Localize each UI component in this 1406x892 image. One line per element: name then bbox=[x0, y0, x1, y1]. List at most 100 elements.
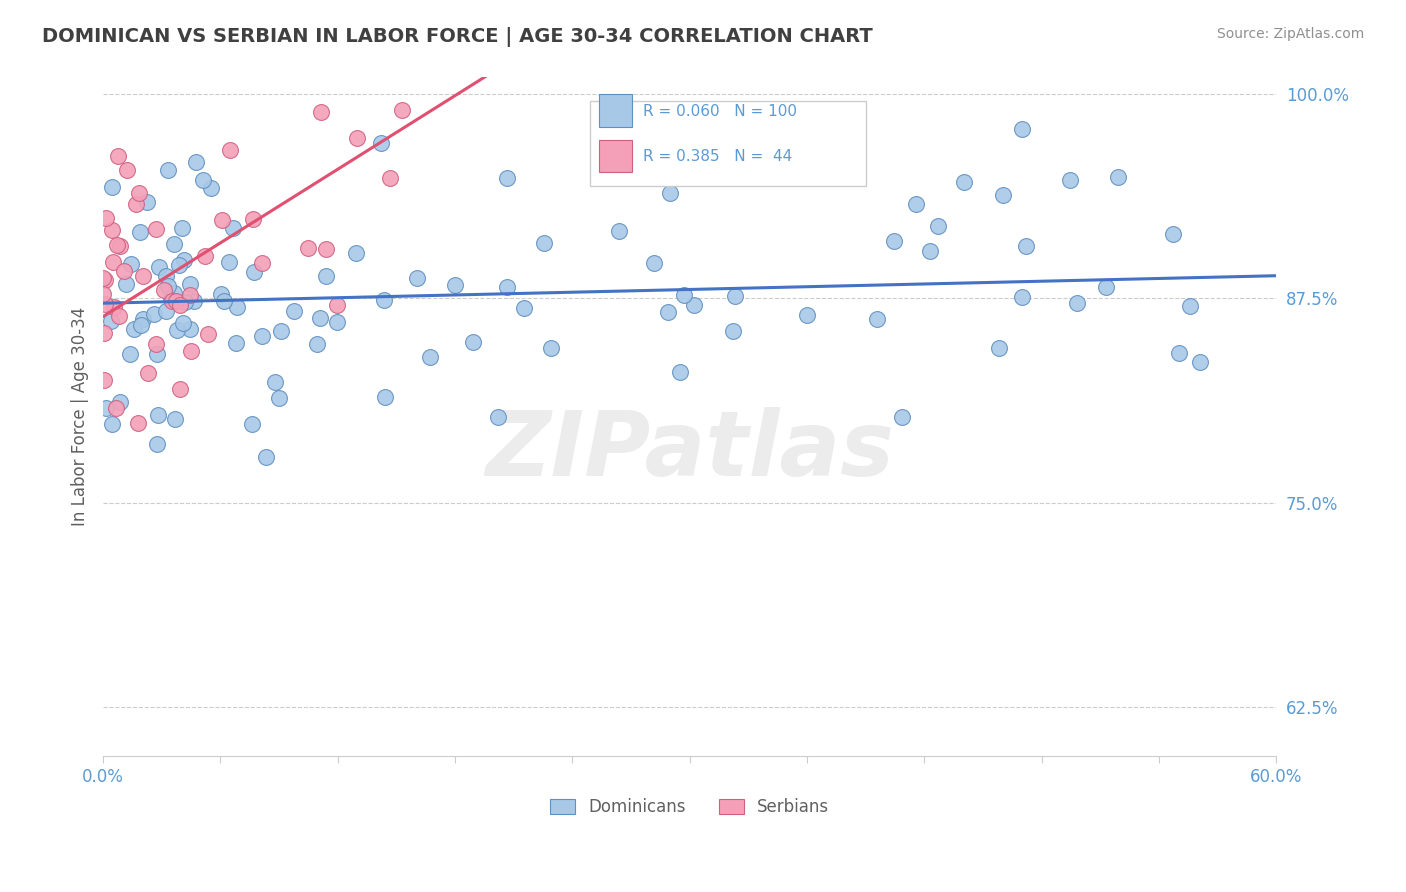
Point bbox=[209, 286, 232, 301]
Text: ZIPatlas: ZIPatlas bbox=[485, 407, 894, 495]
Point bbox=[243, 265, 266, 279]
Point bbox=[463, 334, 485, 349]
Point bbox=[669, 365, 692, 379]
Point bbox=[305, 337, 328, 351]
Point bbox=[226, 300, 249, 314]
Point bbox=[988, 341, 1011, 355]
Point bbox=[373, 293, 395, 308]
Point bbox=[132, 312, 155, 326]
Point bbox=[118, 346, 141, 360]
Point bbox=[115, 162, 138, 177]
Point bbox=[406, 270, 429, 285]
Point bbox=[101, 223, 124, 237]
Point bbox=[145, 221, 167, 235]
Point bbox=[659, 186, 682, 200]
Point bbox=[643, 256, 665, 270]
Point bbox=[169, 382, 191, 396]
Point bbox=[108, 395, 131, 409]
Point bbox=[866, 312, 889, 326]
Point bbox=[122, 322, 145, 336]
Point bbox=[297, 241, 319, 255]
Point bbox=[252, 256, 274, 270]
Point bbox=[172, 220, 194, 235]
Point bbox=[108, 239, 131, 253]
Point bbox=[180, 344, 202, 359]
Point bbox=[157, 278, 180, 293]
Text: DOMINICAN VS SERBIAN IN LABOR FORCE | AGE 30-34 CORRELATION CHART: DOMINICAN VS SERBIAN IN LABOR FORCE | AG… bbox=[42, 27, 873, 46]
Point bbox=[159, 293, 181, 307]
Point bbox=[127, 416, 149, 430]
Point bbox=[443, 278, 465, 293]
Point bbox=[191, 173, 214, 187]
Point bbox=[172, 316, 194, 330]
Point bbox=[125, 197, 148, 211]
Point bbox=[391, 103, 413, 117]
Point bbox=[672, 288, 695, 302]
Point bbox=[100, 314, 122, 328]
Point bbox=[250, 329, 273, 343]
Point bbox=[315, 268, 337, 283]
Point bbox=[222, 221, 245, 235]
Point bbox=[91, 286, 114, 301]
Point bbox=[105, 237, 128, 252]
Point bbox=[1107, 169, 1129, 184]
Point bbox=[183, 294, 205, 309]
Point bbox=[160, 293, 183, 308]
Bar bbox=[599, 140, 633, 172]
Point bbox=[346, 130, 368, 145]
Point bbox=[533, 236, 555, 251]
Point bbox=[920, 244, 942, 259]
Point bbox=[200, 180, 222, 194]
Point bbox=[380, 171, 402, 186]
Point bbox=[94, 273, 117, 287]
Point bbox=[211, 213, 233, 227]
Point bbox=[308, 311, 330, 326]
Bar bbox=[599, 95, 633, 127]
Point bbox=[683, 298, 706, 312]
Legend: Dominicans, Serbians: Dominicans, Serbians bbox=[543, 791, 837, 822]
Point bbox=[540, 341, 562, 355]
Point bbox=[163, 286, 186, 301]
Point bbox=[218, 254, 240, 268]
Point bbox=[513, 301, 536, 315]
Point bbox=[891, 410, 914, 425]
Point bbox=[179, 288, 201, 302]
Point bbox=[374, 390, 396, 404]
Point bbox=[254, 450, 277, 464]
Point bbox=[173, 253, 195, 268]
Point bbox=[169, 298, 191, 312]
Point bbox=[657, 305, 679, 319]
Point bbox=[1168, 346, 1191, 360]
Point bbox=[283, 304, 305, 318]
Point bbox=[496, 280, 519, 294]
Point bbox=[953, 175, 976, 189]
Point bbox=[146, 347, 169, 361]
Point bbox=[927, 219, 949, 233]
Point bbox=[186, 154, 208, 169]
Point bbox=[194, 249, 217, 263]
Point bbox=[155, 304, 177, 318]
Point bbox=[1066, 296, 1088, 310]
Point bbox=[325, 315, 347, 329]
Point bbox=[94, 211, 117, 226]
Point bbox=[136, 367, 159, 381]
Point bbox=[93, 271, 115, 285]
Point bbox=[155, 268, 177, 283]
Y-axis label: In Labor Force | Age 30-34: In Labor Force | Age 30-34 bbox=[72, 307, 89, 526]
Point bbox=[1188, 355, 1211, 369]
Point bbox=[270, 325, 292, 339]
Point bbox=[163, 236, 186, 251]
Point bbox=[344, 246, 367, 260]
Point bbox=[496, 171, 519, 186]
Point bbox=[1161, 227, 1184, 242]
Point bbox=[156, 163, 179, 178]
Point bbox=[796, 308, 818, 322]
Point bbox=[721, 324, 744, 338]
FancyBboxPatch shape bbox=[591, 101, 866, 186]
Point bbox=[94, 297, 117, 311]
Text: R = 0.060   N = 100: R = 0.060 N = 100 bbox=[643, 103, 797, 119]
Point bbox=[93, 373, 115, 387]
Point bbox=[94, 401, 117, 415]
Point bbox=[167, 258, 190, 272]
Point bbox=[309, 104, 332, 119]
